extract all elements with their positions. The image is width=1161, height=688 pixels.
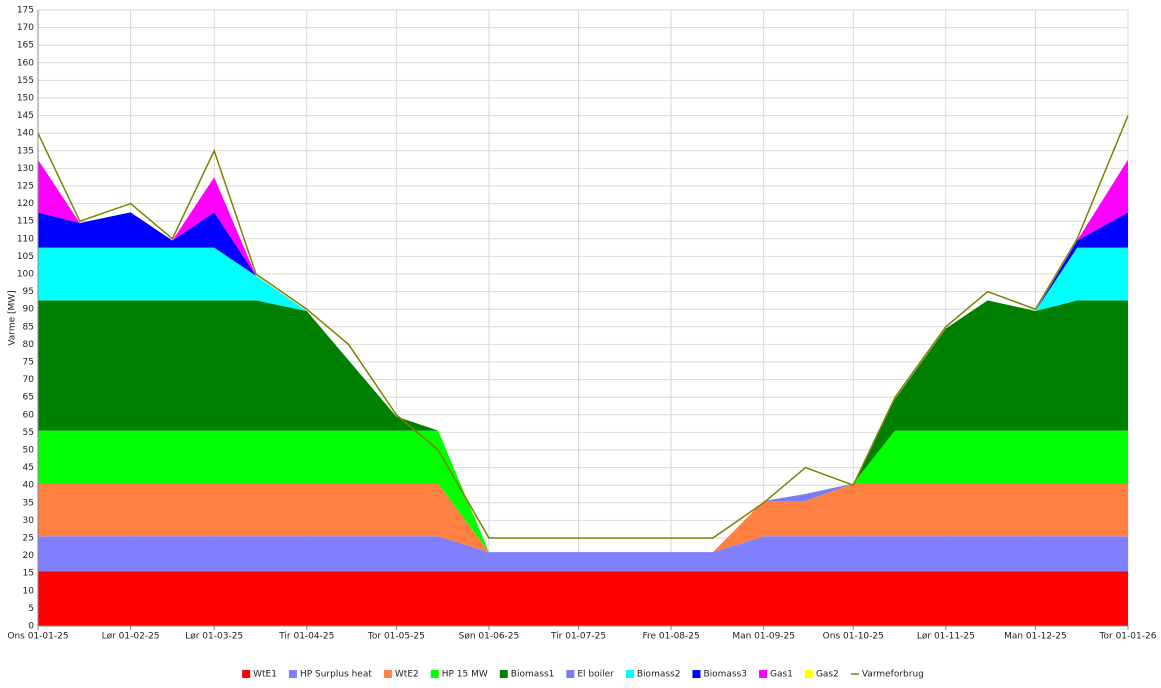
legend-label: Biomass2 [637,670,681,680]
y-tick-label: 65 [23,393,34,403]
x-tick-label: Søn 01-06-25 [459,632,520,642]
y-tick-label: 115 [17,217,34,227]
y-tick-label: 0 [28,622,34,632]
legend-swatch [242,670,251,678]
legend-label: El boiler [577,670,614,680]
y-tick-label: 50 [23,446,35,456]
y-axis-label: Varme [MW] [8,290,18,345]
x-tick-label: Lør 01-11-25 [917,632,975,642]
legend-label: Gas1 [770,670,793,680]
y-tick-label: 20 [23,551,35,561]
y-tick-label: 5 [28,604,34,614]
legend-item: Gas2 [804,670,839,680]
x-tick-label: Tir 01-04-25 [278,632,334,642]
x-tick-label: Ons 01-10-25 [823,632,884,642]
legend: WtE1 HP Surplus heat WtE2 HP 15 MW Biomass1 E… [242,670,924,680]
area [38,430,1128,553]
y-tick-label: 135 [17,146,34,156]
y-tick-label: 40 [23,481,35,491]
y-tick-label: 130 [17,164,34,174]
y-tick-label: 150 [17,94,34,104]
y-tick-label: 35 [23,498,34,508]
area [38,536,1128,572]
legend-swatch [288,670,297,678]
legend-label: Biomass3 [703,670,747,680]
y-tick-label: 100 [17,270,34,280]
area [38,212,1128,553]
legend-swatch [759,670,768,678]
y-tick-label: 55 [23,428,34,438]
y-tick-label: 85 [23,322,34,332]
legend-label: Gas2 [816,670,839,680]
area [38,247,1128,553]
legend-label: HP Surplus heat [300,670,372,680]
y-tick-label: 120 [17,199,34,209]
y-tick-label: 160 [17,58,34,68]
area [38,571,1128,626]
legend-item: Varmeforbrug [850,670,924,680]
y-tick-label: 25 [23,534,34,544]
y-tick-label: 60 [23,410,35,420]
x-tick-label: Fre 01-08-25 [642,632,699,642]
y-tick-label: 155 [17,76,34,86]
x-tick-label: Tir 01-07-25 [550,632,606,642]
y-tick-label: 165 [17,41,34,51]
legend-swatch [625,670,634,678]
x-tick-label: Lør 01-02-25 [102,632,160,642]
legend-label: WtE1 [253,670,277,680]
y-tick-label: 125 [17,182,34,192]
y-tick-label: 175 [17,6,34,16]
line [37,115,1129,539]
legend-swatch [692,670,701,678]
x-tick-label: Ons 01-01-25 [7,632,68,642]
y-tick-label: 90 [23,305,35,315]
y-tick-label: 70 [23,375,35,385]
legend-swatch [566,670,575,678]
legend-item: HP 15 MW [430,670,488,680]
y-tick-label: 15 [23,569,34,579]
y-tick-label: 45 [23,463,34,473]
legend-item: Gas1 [759,670,793,680]
y-tick-label: 95 [23,287,34,297]
area [38,483,1128,553]
legend-swatch [499,670,508,678]
x-tick-label: Tor 01-01-26 [1099,632,1157,642]
legend-item: Biomass2 [625,670,681,680]
x-tick-label: Man 01-12-25 [1004,632,1067,642]
y-tick-label: 110 [17,234,34,244]
y-tick-label: 145 [17,111,34,121]
legend-label: WtE2 [395,670,419,680]
y-tick-label: 105 [17,252,34,262]
x-tick-label: Tor 01-05-25 [367,632,425,642]
y-tick-label: 140 [17,129,34,139]
legend-label: Biomass1 [511,670,555,680]
legend-item: El boiler [566,670,614,680]
legend-label: HP 15 MW [442,670,488,680]
y-tick-label: 10 [23,586,35,596]
y-tick-label: 75 [23,358,34,368]
y-tick-label: 80 [23,340,35,350]
x-tick-label: Man 01-09-25 [732,632,795,642]
area [38,300,1128,553]
legend-item: WtE2 [383,670,419,680]
legend-swatch [430,670,439,678]
y-tick-label: 170 [17,23,34,33]
legend-item: WtE1 [242,670,277,680]
x-tick-label: Lør 01-03-25 [185,632,243,642]
legend-swatch [804,670,813,678]
legend-swatch [383,670,392,678]
y-tick-label: 30 [23,516,35,526]
legend-item: HP Surplus heat [288,670,372,680]
legend-label: Varmeforbrug [862,670,924,680]
legend-item: Biomass1 [499,670,555,680]
legend-item: Biomass3 [692,670,747,680]
